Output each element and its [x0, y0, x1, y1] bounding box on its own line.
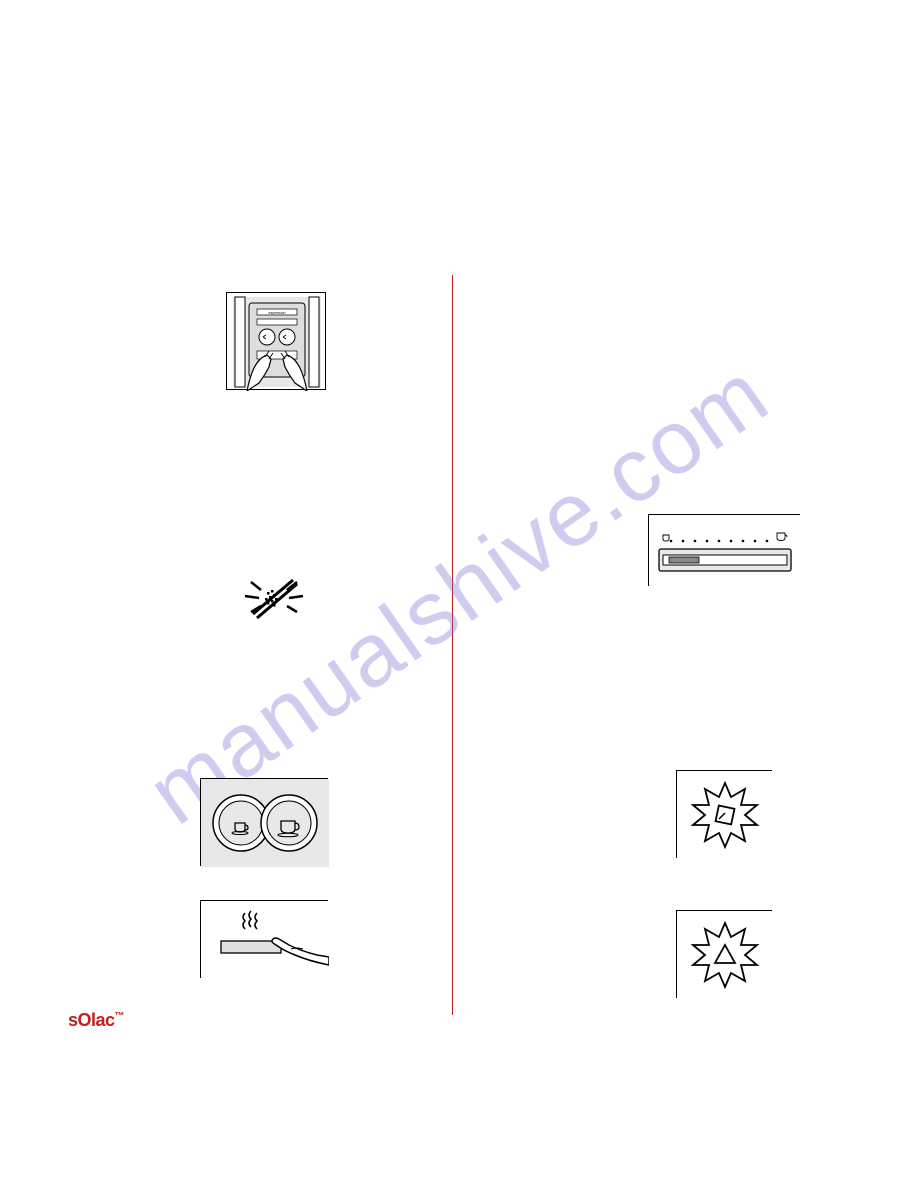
logo-text: sOlac — [68, 1010, 115, 1030]
brand-logo: sOlac™ — [68, 1010, 124, 1031]
hand-press-icon — [201, 901, 329, 979]
burst-triangle-icon — [677, 911, 773, 999]
no-spray-icon — [231, 572, 317, 622]
fig-burst-triangle — [676, 910, 772, 998]
fig-control-panel: espression — [226, 292, 326, 390]
fig-slider — [648, 514, 800, 586]
control-panel-icon: espression — [227, 293, 327, 391]
slider-icon — [649, 515, 801, 587]
fig-burst-square — [676, 770, 772, 858]
cup-buttons-icon — [201, 779, 329, 867]
svg-text:espression: espression — [269, 311, 286, 315]
fig-no-spray — [231, 572, 317, 622]
fig-hand-press — [200, 900, 328, 978]
burst-square-icon — [677, 771, 773, 859]
column-divider — [452, 275, 453, 1015]
fig-cup-buttons — [200, 778, 328, 866]
